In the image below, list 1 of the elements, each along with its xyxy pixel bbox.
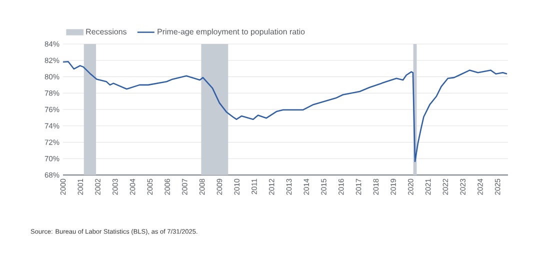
line-series	[62, 60, 508, 162]
